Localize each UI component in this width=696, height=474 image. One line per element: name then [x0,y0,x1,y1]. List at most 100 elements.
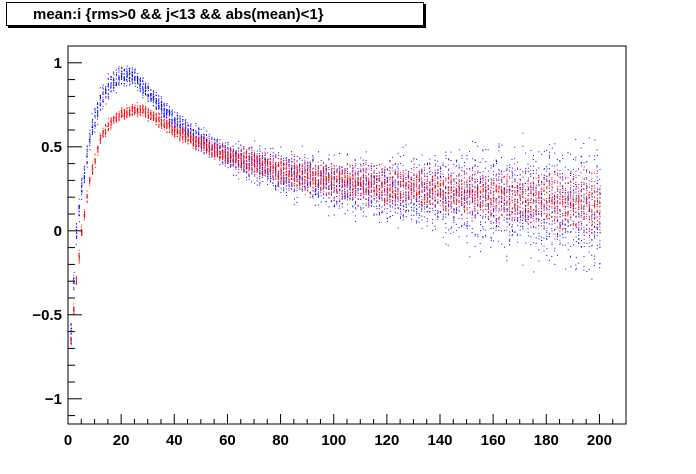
data-point [341,185,343,187]
data-point [381,174,383,176]
data-point [304,162,306,164]
data-point [113,90,115,92]
data-point [538,190,540,192]
data-point [94,161,96,163]
data-point [155,113,157,115]
data-point [525,167,527,169]
data-point [541,154,543,155]
data-point [429,189,431,191]
data-point [445,209,447,211]
data-point [124,112,125,114]
data-point [338,168,340,170]
data-point [546,204,548,206]
data-point [142,83,144,85]
data-point [495,173,497,175]
data-point [338,179,340,181]
data-point [554,194,555,196]
data-point [99,108,101,110]
data-point [554,196,556,198]
data-point [557,172,559,174]
data-point [261,158,263,159]
data-point [264,148,266,150]
data-point [192,142,194,144]
data-point [461,155,463,157]
data-point [150,93,152,94]
data-point [94,108,96,110]
data-point [339,200,341,202]
data-point [150,117,152,119]
data-point [405,203,407,205]
data-point [283,163,284,165]
data-point [328,215,330,217]
data-point [376,201,378,203]
data-point [261,167,263,168]
data-point [179,121,181,123]
data-point [543,226,545,228]
data-point [336,191,338,193]
data-point [570,181,572,183]
data-point [508,185,510,187]
data-point [541,181,542,182]
data-point [461,167,463,169]
data-point [121,75,122,77]
data-point [400,217,401,219]
data-point [421,208,423,210]
data-point [391,179,393,181]
data-point [150,94,152,96]
data-point [517,206,519,208]
data-point [567,249,569,251]
data-point [549,233,551,235]
data-point [256,177,258,179]
data-point [158,114,160,115]
data-point [434,165,436,167]
data-point [506,168,508,170]
data-point [110,79,112,81]
data-point [511,234,513,236]
data-point [256,180,258,182]
data-point [198,127,200,129]
data-point [527,170,529,172]
data-point [469,212,471,214]
data-point [113,122,115,124]
data-point [107,78,109,80]
data-point [126,104,128,106]
data-point [514,179,516,181]
data-point [349,164,351,166]
data-point [450,211,452,213]
data-point [78,254,80,256]
data-point [152,102,154,104]
data-point [123,79,125,81]
data-point [238,140,240,142]
data-point [118,84,120,86]
data-point [299,188,301,190]
data-point [533,165,534,167]
data-point [325,165,327,167]
data-point [94,122,96,124]
data-point [304,169,306,170]
data-point [522,202,524,204]
data-point [511,235,513,237]
data-point [416,212,418,214]
data-point [129,73,131,75]
data-point [487,185,489,187]
data-point [272,182,274,184]
data-point [137,110,139,112]
data-point [490,246,492,248]
data-point [530,214,532,216]
data-point [193,129,194,131]
data-point [442,236,444,238]
data-point [453,209,455,211]
data-point [86,196,88,198]
data-point [129,71,131,72]
data-point [76,276,78,277]
data-point [472,166,474,168]
data-point [227,162,229,164]
data-point [248,175,250,177]
data-point [213,138,215,140]
data-point [107,73,109,75]
data-point [354,173,356,175]
data-point [155,103,157,105]
data-point [280,155,282,157]
data-point [352,211,354,213]
data-point [549,151,550,153]
